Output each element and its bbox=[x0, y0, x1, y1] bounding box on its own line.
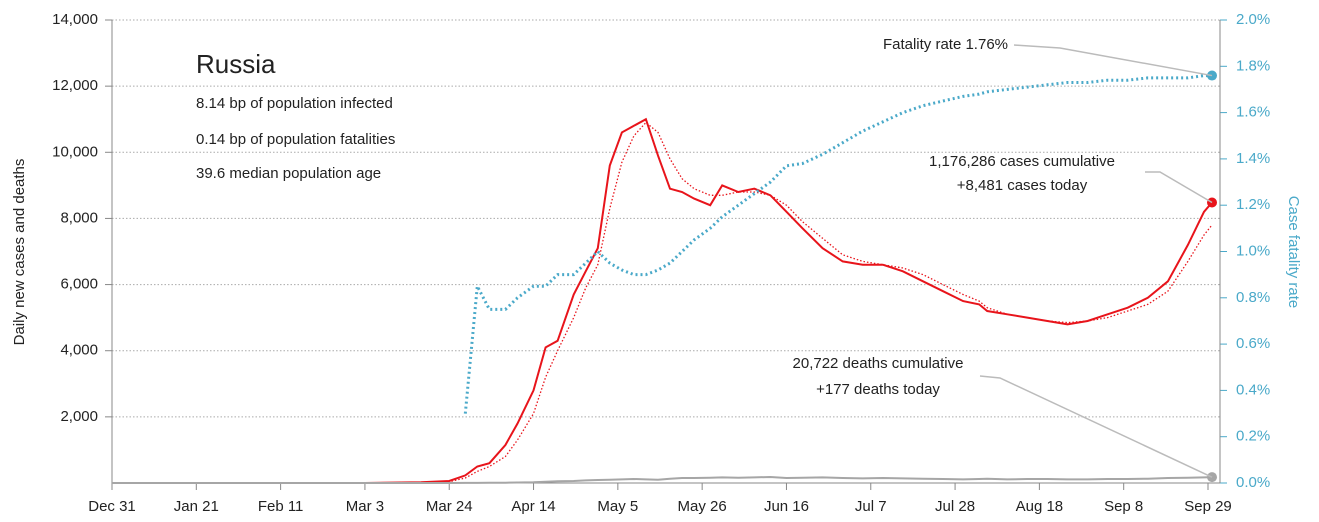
y2-axis-label: Case fatality rate bbox=[1285, 196, 1302, 309]
annotation: 20,722 deaths cumulative bbox=[793, 355, 964, 372]
y2-tick-label: 2.0% bbox=[1236, 11, 1270, 28]
annotation: 1,176,286 cases cumulative bbox=[929, 153, 1115, 170]
y2-tick-label: 1.0% bbox=[1236, 242, 1270, 259]
y2-tick-label: 0.8% bbox=[1236, 289, 1270, 306]
x-tick-label: Dec 31 bbox=[88, 498, 136, 515]
y2-tick-label: 0.2% bbox=[1236, 428, 1270, 445]
y2-tick-label: 1.4% bbox=[1236, 150, 1270, 167]
annotation: +177 deaths today bbox=[816, 381, 940, 398]
leader-line bbox=[1145, 171, 1213, 204]
y-tick-label: 12,000 bbox=[52, 77, 98, 94]
annotation: Fatality rate 1.76% bbox=[883, 36, 1008, 53]
y-tick-label: 6,000 bbox=[60, 276, 98, 293]
x-tick-label: Jul 28 bbox=[935, 498, 975, 515]
y2-tick-label: 1.2% bbox=[1236, 196, 1270, 213]
series-line bbox=[112, 475, 1213, 484]
y-axis-label: Daily new cases and deaths bbox=[11, 159, 28, 346]
x-tick-label: May 26 bbox=[678, 498, 727, 515]
x-tick-label: Sep 8 bbox=[1104, 498, 1143, 515]
x-tick-label: Jul 7 bbox=[855, 498, 887, 515]
series-line bbox=[112, 121, 1213, 484]
stat: 8.14 bp of population infected bbox=[196, 95, 393, 112]
x-tick-label: May 5 bbox=[597, 498, 638, 515]
y2-tick-label: 0.6% bbox=[1236, 335, 1270, 352]
y2-tick-label: 0.4% bbox=[1236, 381, 1270, 398]
y-tick-label: 14,000 bbox=[52, 11, 98, 28]
x-tick-label: Mar 24 bbox=[426, 498, 473, 515]
series-line bbox=[112, 117, 1213, 484]
stat: 39.6 median population age bbox=[196, 165, 381, 182]
leader-line bbox=[979, 375, 1213, 478]
annotation: +8,481 cases today bbox=[957, 177, 1088, 194]
x-tick-label: Jan 21 bbox=[174, 498, 219, 515]
y2-tick-label: 1.6% bbox=[1236, 104, 1270, 121]
x-tick-label: Apr 14 bbox=[511, 498, 555, 515]
y-tick-label: 4,000 bbox=[60, 342, 98, 359]
y-tick-label: 10,000 bbox=[52, 143, 98, 160]
x-tick-label: Feb 11 bbox=[258, 498, 304, 515]
x-tick-label: Jun 16 bbox=[764, 498, 809, 515]
x-tick-label: Sep 29 bbox=[1184, 498, 1232, 515]
y-tick-label: 8,000 bbox=[60, 209, 98, 226]
y2-tick-label: 1.8% bbox=[1236, 57, 1270, 74]
leader-line bbox=[1013, 44, 1213, 77]
y2-tick-label: 0.0% bbox=[1236, 474, 1270, 491]
x-tick-label: Mar 3 bbox=[346, 498, 384, 515]
stat: 0.14 bp of population fatalities bbox=[196, 131, 395, 148]
y-tick-label: 2,000 bbox=[60, 408, 98, 425]
x-tick-label: Aug 18 bbox=[1016, 498, 1064, 515]
chart-title: Russia bbox=[196, 49, 276, 79]
